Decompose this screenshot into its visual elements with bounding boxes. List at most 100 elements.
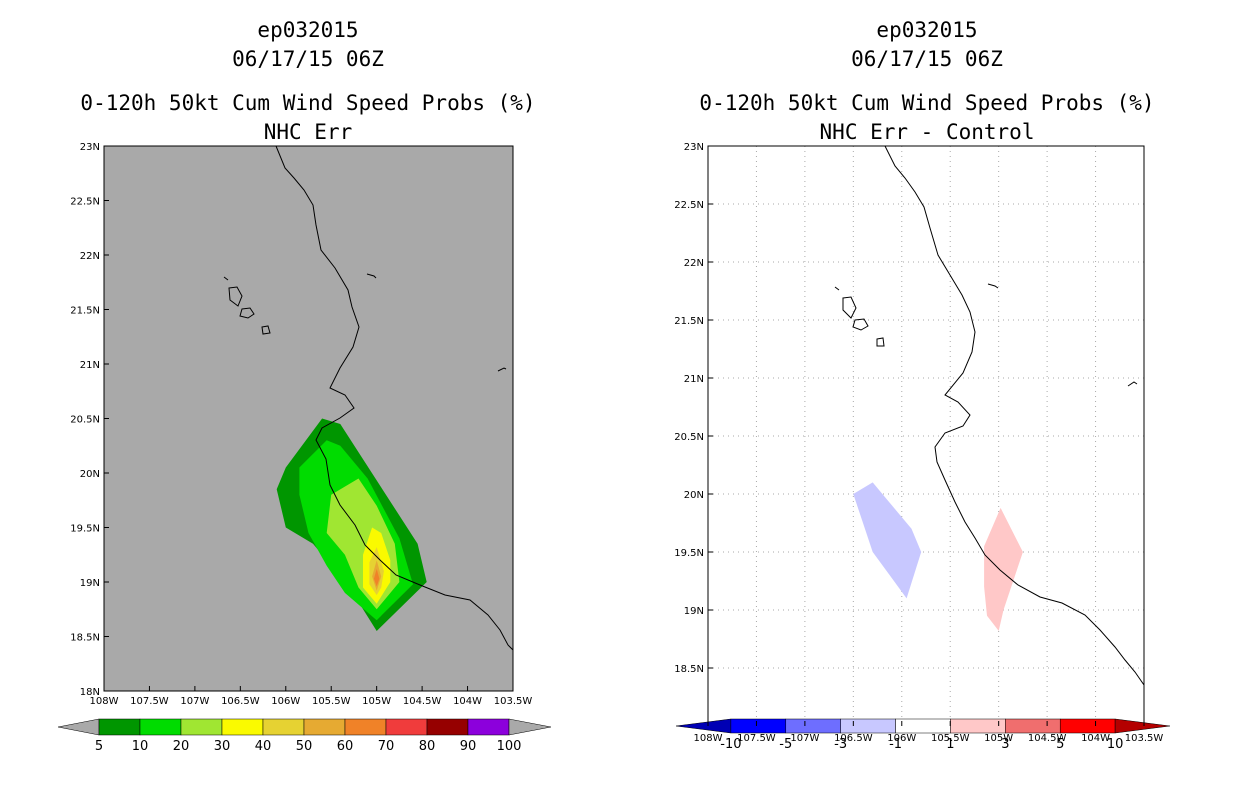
right-x-tick-label: 104W — [1081, 733, 1110, 744]
left-colorbar-swatch — [262, 718, 305, 736]
right-title-line-3: 0-120h 50kt Cum Wind Speed Probs (%) — [699, 91, 1154, 115]
right-title-line-2: 06/17/15 06Z — [851, 47, 1003, 71]
right-x-tick-label: 107.5W — [737, 733, 776, 744]
right-y-tick-label: 20N — [684, 490, 704, 501]
right-coast-mainland — [884, 145, 1145, 686]
right-panel: ep032015 06/17/15 06Z 0-120h 50kt Cum Wi… — [674, 18, 1171, 752]
right-x-tick-label: 105.5W — [931, 733, 970, 744]
left-colorbar-label: 90 — [460, 739, 477, 754]
left-x-tick-label: 105W — [362, 696, 391, 707]
left-colorbar-label: 30 — [214, 739, 231, 754]
right-title-line-1: ep032015 — [876, 18, 977, 42]
left-colorbar-end-left — [57, 718, 100, 736]
left-colorbar-label: 40 — [255, 739, 272, 754]
left-x-tick-label: 108W — [90, 696, 119, 707]
left-colorbar: 5 10 20 30 40 50 60 70 80 90 100 — [57, 718, 552, 754]
right-axes: 108W 107.5W 107W 106.5W 106W 105.5W 105W 104.5W… — [674, 142, 1163, 744]
left-colorbar-label: 80 — [419, 739, 436, 754]
right-x-tick-label: 105W — [984, 733, 1013, 744]
left-y-tick-label: 21N — [80, 360, 100, 371]
right-island-1 — [842, 296, 857, 319]
left-x-tick-label: 104.5W — [403, 696, 442, 707]
left-y-tick-label: 18.5N — [70, 633, 100, 644]
left-island-4 — [366, 273, 377, 279]
right-gridlines — [708, 146, 1144, 726]
left-island-5 — [497, 367, 507, 372]
left-colorbar-swatch — [139, 718, 182, 736]
right-colorbar-swatch — [1059, 718, 1116, 734]
left-plot-background — [104, 146, 513, 691]
left-colorbar-swatch — [180, 718, 223, 736]
left-x-tick-label: 107W — [180, 696, 209, 707]
left-colorbar-swatch — [385, 718, 428, 736]
right-colorbar-label: -3 — [834, 737, 847, 752]
left-x-tick-label: 106W — [271, 696, 300, 707]
right-colorbar-swatch — [950, 718, 1006, 734]
left-panel: ep032015 06/17/15 06Z 0-120h 50kt Cum Wi… — [57, 18, 552, 754]
right-colorbar: -10 -5 -3 -1 1 3 5 10 — [675, 718, 1171, 752]
left-title-line-2: 06/17/15 06Z — [232, 47, 384, 71]
right-x-tick-label: 108W — [694, 733, 723, 744]
left-colorbar-end-right — [508, 718, 552, 736]
right-x-tick-label: 107W — [790, 733, 819, 744]
right-contour-1 — [984, 507, 1023, 631]
left-title-line-4: NHC Err — [264, 120, 353, 144]
left-island-2 — [239, 307, 255, 319]
right-colorbar-label: 5 — [1056, 737, 1064, 752]
left-colorbar-swatch — [467, 718, 510, 736]
left-title-line-3: 0-120h 50kt Cum Wind Speed Probs (%) — [80, 91, 535, 115]
right-island-4 — [987, 283, 999, 289]
left-colorbar-swatch — [344, 718, 387, 736]
left-island-6 — [223, 276, 229, 281]
right-colorbar-swatch — [785, 718, 841, 734]
left-colorbar-label: 5 — [95, 739, 103, 754]
left-y-tick-label: 22.5N — [70, 197, 100, 208]
right-y-tick-label: 23N — [684, 142, 704, 153]
right-island-2 — [852, 318, 869, 331]
right-y-tick-label: 18.5N — [674, 664, 704, 675]
right-colorbar-label: 3 — [1001, 737, 1009, 752]
right-colorbar-label: 10 — [1107, 737, 1124, 752]
left-title-line-1: ep032015 — [257, 18, 358, 42]
right-y-tick-label: 22.5N — [674, 200, 704, 211]
left-contour-6 — [373, 568, 380, 587]
left-y-tick-label: 21.5N — [70, 306, 100, 317]
left-island-3 — [261, 325, 271, 335]
right-plot-background — [708, 146, 1144, 726]
right-colorbar-swatch — [840, 718, 896, 734]
left-colorbar-label: 60 — [337, 739, 354, 754]
left-x-tick-label: 105.5W — [312, 696, 351, 707]
right-colorbar-label: 1 — [946, 737, 954, 752]
right-y-tick-label: 19N — [684, 606, 704, 617]
right-y-tick-label: 21.5N — [674, 316, 704, 327]
right-x-tick-label: 104.5W — [1028, 733, 1067, 744]
left-x-tick-label: 103.5W — [494, 696, 533, 707]
left-island-1 — [228, 286, 243, 307]
right-colorbar-end-right — [1114, 718, 1171, 734]
left-colorbar-label: 10 — [132, 739, 149, 754]
left-colorbar-swatch — [426, 718, 469, 736]
right-island-5 — [1127, 381, 1138, 387]
left-colorbar-swatch — [303, 718, 346, 736]
left-y-tick-label: 23N — [80, 142, 100, 153]
left-y-tick-label: 19N — [80, 578, 100, 589]
left-x-tick-label: 104W — [453, 696, 482, 707]
right-island-6 — [834, 286, 840, 291]
right-x-tick-label: 103.5W — [1125, 733, 1164, 744]
right-coastline — [834, 145, 1145, 686]
right-colorbar-end-left — [675, 718, 732, 734]
left-colorbar-label: 50 — [296, 739, 313, 754]
left-colorbar-label: 100 — [497, 739, 522, 754]
right-island-3 — [876, 337, 885, 347]
right-colorbar-swatch — [895, 718, 951, 734]
right-colorbar-label: -5 — [779, 737, 792, 752]
left-colorbar-swatch — [221, 718, 264, 736]
left-y-tick-label: 22N — [80, 251, 100, 262]
right-x-tick-label: 106.5W — [834, 733, 873, 744]
left-colorbar-label: 70 — [378, 739, 395, 754]
left-y-tick-label: 19.5N — [70, 524, 100, 535]
left-x-tick-label: 107.5W — [130, 696, 169, 707]
right-colorbar-label: -10 — [720, 737, 741, 752]
right-y-tick-label: 20.5N — [674, 432, 704, 443]
